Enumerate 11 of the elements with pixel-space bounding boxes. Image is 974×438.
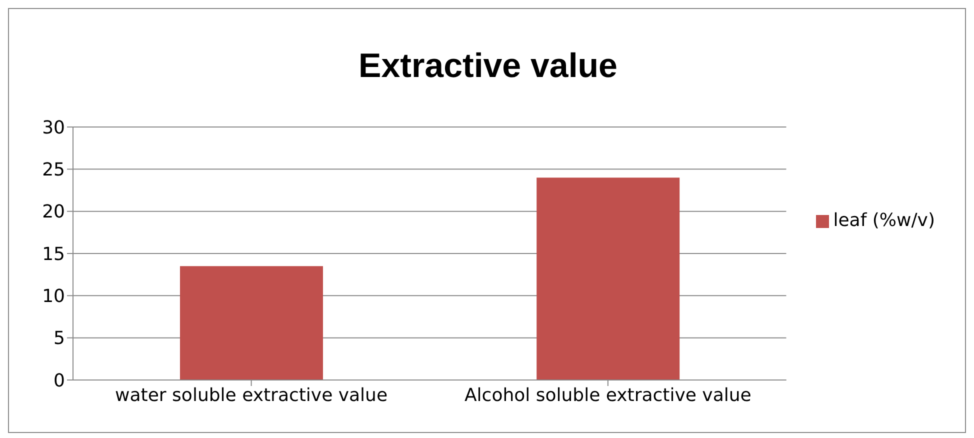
legend-label: leaf (%w/v) (833, 210, 935, 231)
y-tick-label: 5 (54, 328, 65, 350)
y-tick-label: 25 (42, 160, 65, 181)
y-tick-label: 20 (42, 202, 65, 223)
x-tick-label: Alcohol soluble extractive value (464, 384, 752, 406)
chart-title: Extractive value (358, 47, 618, 86)
y-tick-label: 15 (42, 244, 65, 265)
y-tick-label: 0 (54, 370, 65, 392)
y-tick-label: 30 (42, 117, 65, 138)
y-tick-label: 10 (42, 286, 65, 308)
x-tick-label: water soluble extractive value (115, 384, 388, 406)
